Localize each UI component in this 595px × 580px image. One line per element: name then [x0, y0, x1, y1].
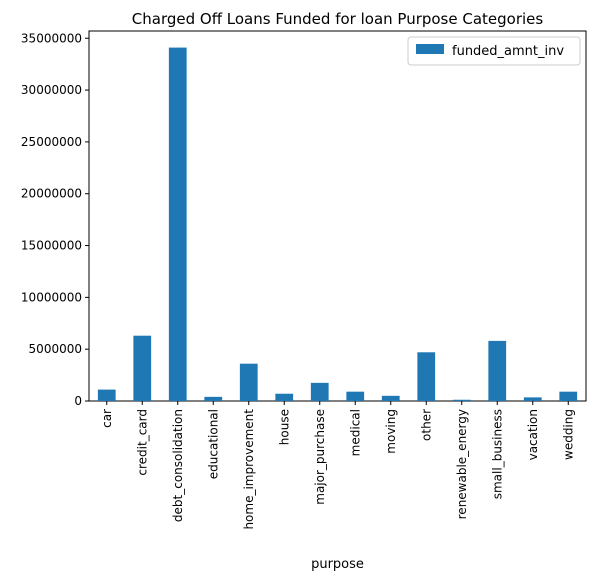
y-tick-label: 30000000 [21, 83, 82, 97]
y-tick-label: 35000000 [21, 31, 82, 45]
bar-car [98, 390, 116, 401]
x-axis-label: purpose [311, 557, 364, 572]
bar-home-improvement [240, 364, 258, 401]
chart-title: Charged Off Loans Funded for loan Purpos… [132, 10, 544, 28]
x-tick-label: wedding [561, 409, 575, 460]
y-tick-label: 20000000 [21, 187, 82, 201]
x-tick-label: small_business [490, 409, 504, 499]
bar-house [275, 394, 293, 401]
legend-swatch [416, 44, 444, 54]
bar-medical [346, 392, 364, 401]
x-tick-label: house [277, 409, 291, 445]
bar-small-business [488, 341, 506, 401]
y-tick-label: 0 [74, 394, 82, 408]
x-tick-label: renewable_energy [455, 409, 469, 519]
y-tick-label: 10000000 [21, 290, 82, 304]
plot-frame [89, 31, 586, 401]
x-tick-label: vacation [526, 409, 540, 460]
bar-credit-card [133, 336, 151, 401]
bar-educational [204, 397, 222, 401]
x-tick-label: medical [348, 409, 362, 456]
x-tick-label: moving [384, 409, 398, 454]
bar-renewable-energy [453, 400, 471, 401]
x-tick-label: major_purchase [313, 409, 327, 505]
x-tick-label: car [100, 409, 114, 428]
y-tick-label: 5000000 [29, 342, 82, 356]
bar-debt-consolidation [169, 48, 187, 401]
x-tick-label: credit_card [135, 409, 149, 476]
bar-wedding [559, 392, 577, 401]
x-tick-label: other [419, 409, 433, 441]
x-tick-label: educational [206, 409, 220, 479]
x-tick-label: home_improvement [242, 409, 256, 530]
bar-vacation [524, 397, 542, 401]
y-tick-label: 25000000 [21, 135, 82, 149]
x-tick-label: debt_consolidation [171, 409, 185, 522]
y-tick-label: 15000000 [21, 239, 82, 253]
bar-moving [382, 396, 400, 401]
y-axis: 0 5000000 10000000 15000000 20000000 25000000… [21, 31, 89, 408]
legend: funded_amnt_inv [408, 37, 580, 65]
bar-major-purchase [311, 383, 329, 401]
x-axis: car credit_card debt_consolidation educatio… [100, 401, 576, 530]
bars [98, 48, 577, 401]
bar-other [417, 352, 435, 401]
legend-label: funded_amnt_inv [452, 44, 564, 59]
